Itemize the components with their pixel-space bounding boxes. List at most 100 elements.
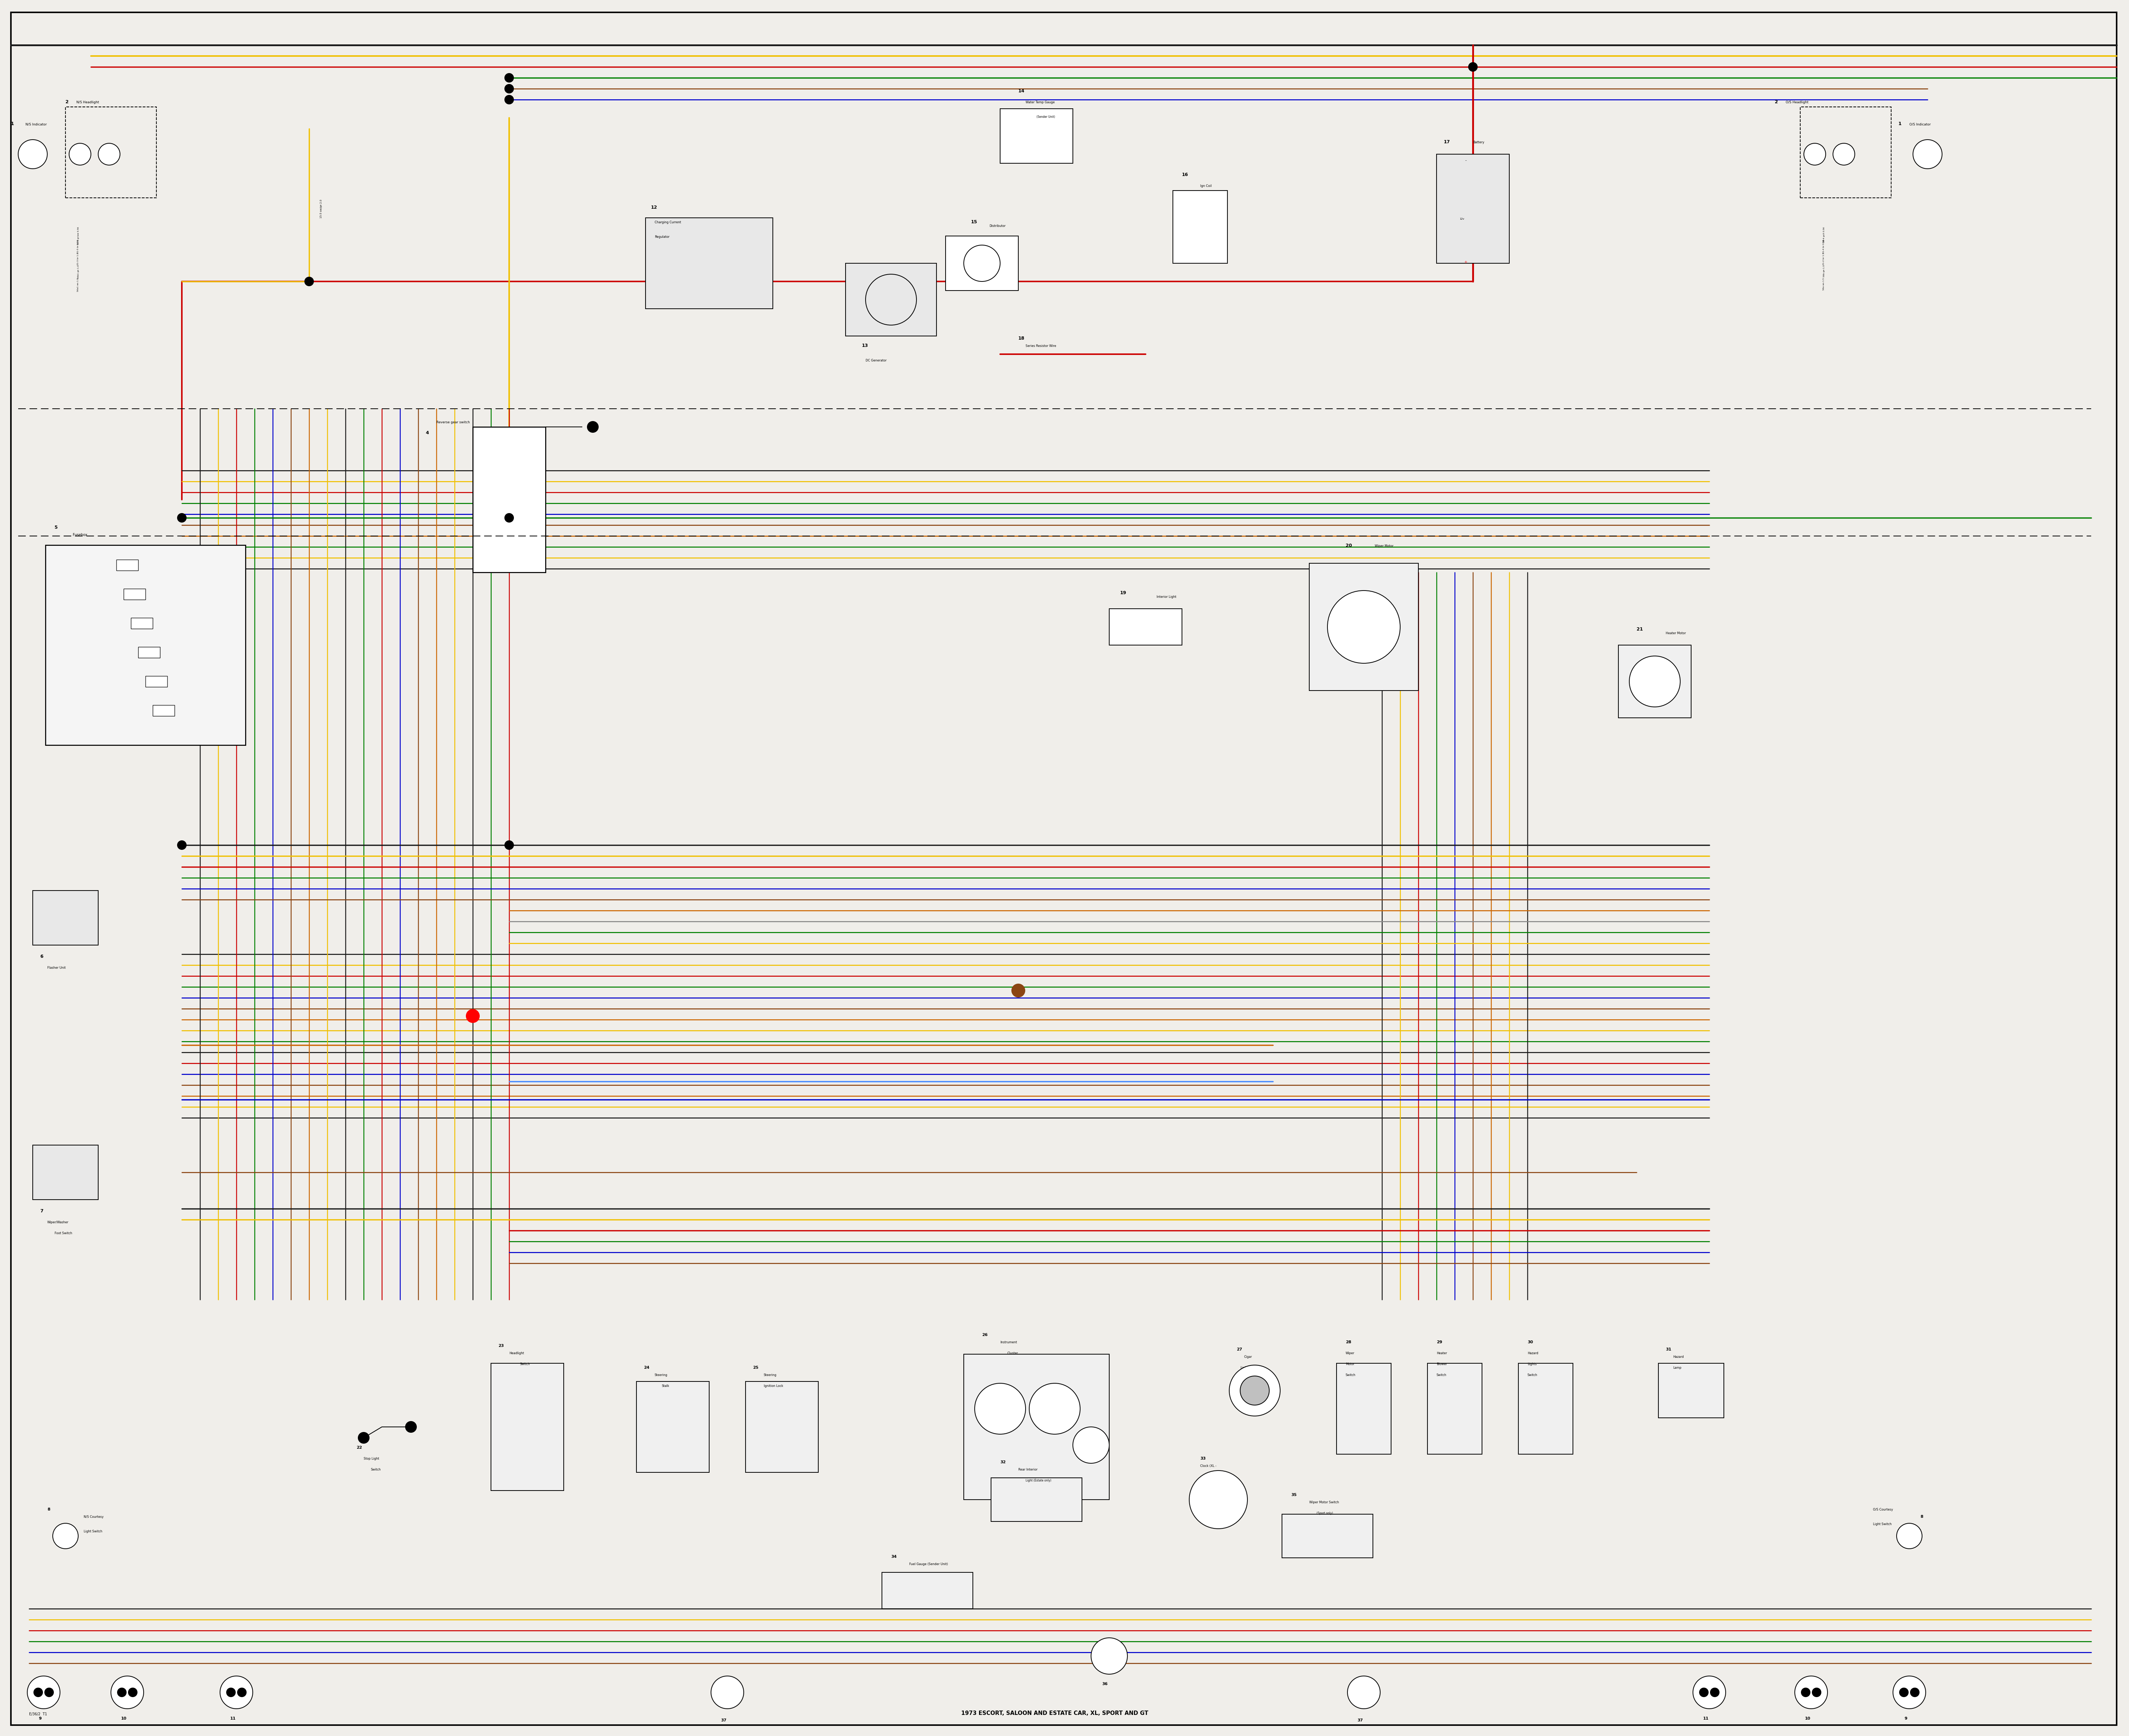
Bar <box>1337 1363 1390 1455</box>
Text: Blower: Blower <box>1437 1363 1448 1366</box>
Circle shape <box>588 422 598 432</box>
Text: 9: 9 <box>1903 1717 1908 1720</box>
Text: Heater: Heater <box>1437 1352 1448 1354</box>
Circle shape <box>1190 1470 1248 1529</box>
Text: Fuel Gauge (Sender Unit): Fuel Gauge (Sender Unit) <box>909 1562 947 1566</box>
Text: 11: 11 <box>1703 1717 1707 1720</box>
Bar <box>1518 1363 1573 1455</box>
Circle shape <box>867 274 915 325</box>
Text: 1973 ESCORT, SALOON AND ESTATE CAR, XL, SPORT AND GT: 1973 ESCORT, SALOON AND ESTATE CAR, XL, … <box>960 1710 1148 1715</box>
Text: Distributor: Distributor <box>990 224 1005 227</box>
Text: 20: 20 <box>1346 543 1352 549</box>
Text: 22: 22 <box>356 1446 362 1450</box>
Bar <box>145 675 168 687</box>
Circle shape <box>1897 1522 1922 1549</box>
Text: 10: 10 <box>121 1717 126 1720</box>
Text: 35: 35 <box>1290 1493 1297 1496</box>
Text: 15-5 sw/ge 2.0: 15-5 sw/ge 2.0 <box>319 200 321 219</box>
Text: N/S Indicator: N/S Indicator <box>26 123 47 125</box>
Circle shape <box>1693 1675 1727 1708</box>
Text: 37: 37 <box>722 1719 726 1722</box>
Text: Rear Interior: Rear Interior <box>1018 1469 1037 1472</box>
Circle shape <box>1899 1687 1908 1696</box>
Text: 26: 26 <box>981 1333 988 1337</box>
Bar <box>66 108 155 198</box>
Text: Ignition Lock: Ignition Lock <box>764 1384 783 1387</box>
Circle shape <box>505 514 513 523</box>
Circle shape <box>19 139 47 168</box>
Circle shape <box>1011 984 1024 996</box>
Text: 29: 29 <box>1437 1340 1441 1344</box>
Bar <box>1282 1514 1373 1557</box>
Text: N/S Courtesy: N/S Courtesy <box>83 1516 104 1519</box>
Text: Germany only): Germany only) <box>1201 1479 1222 1483</box>
Circle shape <box>1914 139 1942 168</box>
Text: Switch: Switch <box>1437 1373 1446 1377</box>
Text: N/S Headlight: N/S Headlight <box>77 101 100 104</box>
Text: (Sport only): (Sport only) <box>1316 1512 1333 1516</box>
Circle shape <box>1803 144 1827 165</box>
Bar <box>138 648 160 658</box>
Text: 1: 1 <box>11 122 15 127</box>
Bar <box>45 545 245 745</box>
Bar <box>32 891 98 944</box>
Text: Stalk: Stalk <box>662 1384 669 1387</box>
Text: 6: 6 <box>40 955 43 958</box>
Text: Series Resistor Wire: Series Resistor Wire <box>1026 344 1056 347</box>
Circle shape <box>505 840 513 849</box>
Text: Switch: Switch <box>1526 1373 1537 1377</box>
Circle shape <box>1833 144 1854 165</box>
Circle shape <box>1469 62 1478 71</box>
Bar <box>1426 1363 1482 1455</box>
Bar <box>1109 609 1182 646</box>
Bar <box>492 1363 564 1491</box>
Text: Regulator: Regulator <box>654 236 669 238</box>
Text: 31: 31 <box>1665 1347 1671 1351</box>
Text: Fusebox: Fusebox <box>72 533 87 536</box>
Text: 16: 16 <box>1182 172 1188 177</box>
Text: Hazard: Hazard <box>1673 1356 1684 1359</box>
Circle shape <box>219 1675 253 1708</box>
Text: Wiper Motor: Wiper Motor <box>1375 545 1394 547</box>
Circle shape <box>117 1687 126 1696</box>
Text: 37: 37 <box>1358 1719 1363 1722</box>
Circle shape <box>177 514 185 523</box>
Text: Light Switch: Light Switch <box>83 1529 102 1533</box>
Text: O/S Headlight: O/S Headlight <box>1786 101 1808 104</box>
Bar <box>1801 108 1891 198</box>
Text: 2: 2 <box>66 99 68 104</box>
Circle shape <box>405 1422 417 1432</box>
Circle shape <box>1710 1687 1718 1696</box>
Bar <box>1001 109 1073 163</box>
Text: 1: 1 <box>1899 122 1901 127</box>
Text: 27: 27 <box>1237 1347 1241 1351</box>
Text: Stop Light: Stop Light <box>364 1457 379 1460</box>
Bar <box>1437 155 1509 264</box>
Text: 12v: 12v <box>1460 217 1465 220</box>
Text: Instrument: Instrument <box>1001 1340 1018 1344</box>
Text: Battery: Battery <box>1473 141 1484 144</box>
Circle shape <box>98 144 119 165</box>
Circle shape <box>505 73 513 82</box>
Circle shape <box>1090 1637 1128 1674</box>
Bar <box>1618 646 1690 717</box>
Text: 25: 25 <box>754 1366 758 1370</box>
Text: 8: 8 <box>1920 1516 1922 1519</box>
Text: Lighter: Lighter <box>1241 1366 1252 1370</box>
Text: 18: 18 <box>1018 337 1024 340</box>
Text: Motor: Motor <box>1346 1363 1354 1366</box>
Text: Reverse gear switch: Reverse gear switch <box>436 420 471 424</box>
Text: Wiper Motor Switch: Wiper Motor Switch <box>1309 1500 1339 1503</box>
Circle shape <box>711 1675 743 1708</box>
Bar <box>130 618 153 628</box>
Text: 34: 34 <box>892 1555 896 1559</box>
Text: O/S Courtesy: O/S Courtesy <box>1874 1509 1893 1512</box>
Text: (Sender Unit): (Sender Unit) <box>1037 115 1056 118</box>
Circle shape <box>28 1675 60 1708</box>
Text: 4: 4 <box>426 431 428 436</box>
Circle shape <box>45 1687 53 1696</box>
Circle shape <box>238 1687 247 1696</box>
Text: 30: 30 <box>1526 1340 1533 1344</box>
Text: Switch: Switch <box>1346 1373 1356 1377</box>
Text: O/S Indicator: O/S Indicator <box>1910 123 1931 125</box>
